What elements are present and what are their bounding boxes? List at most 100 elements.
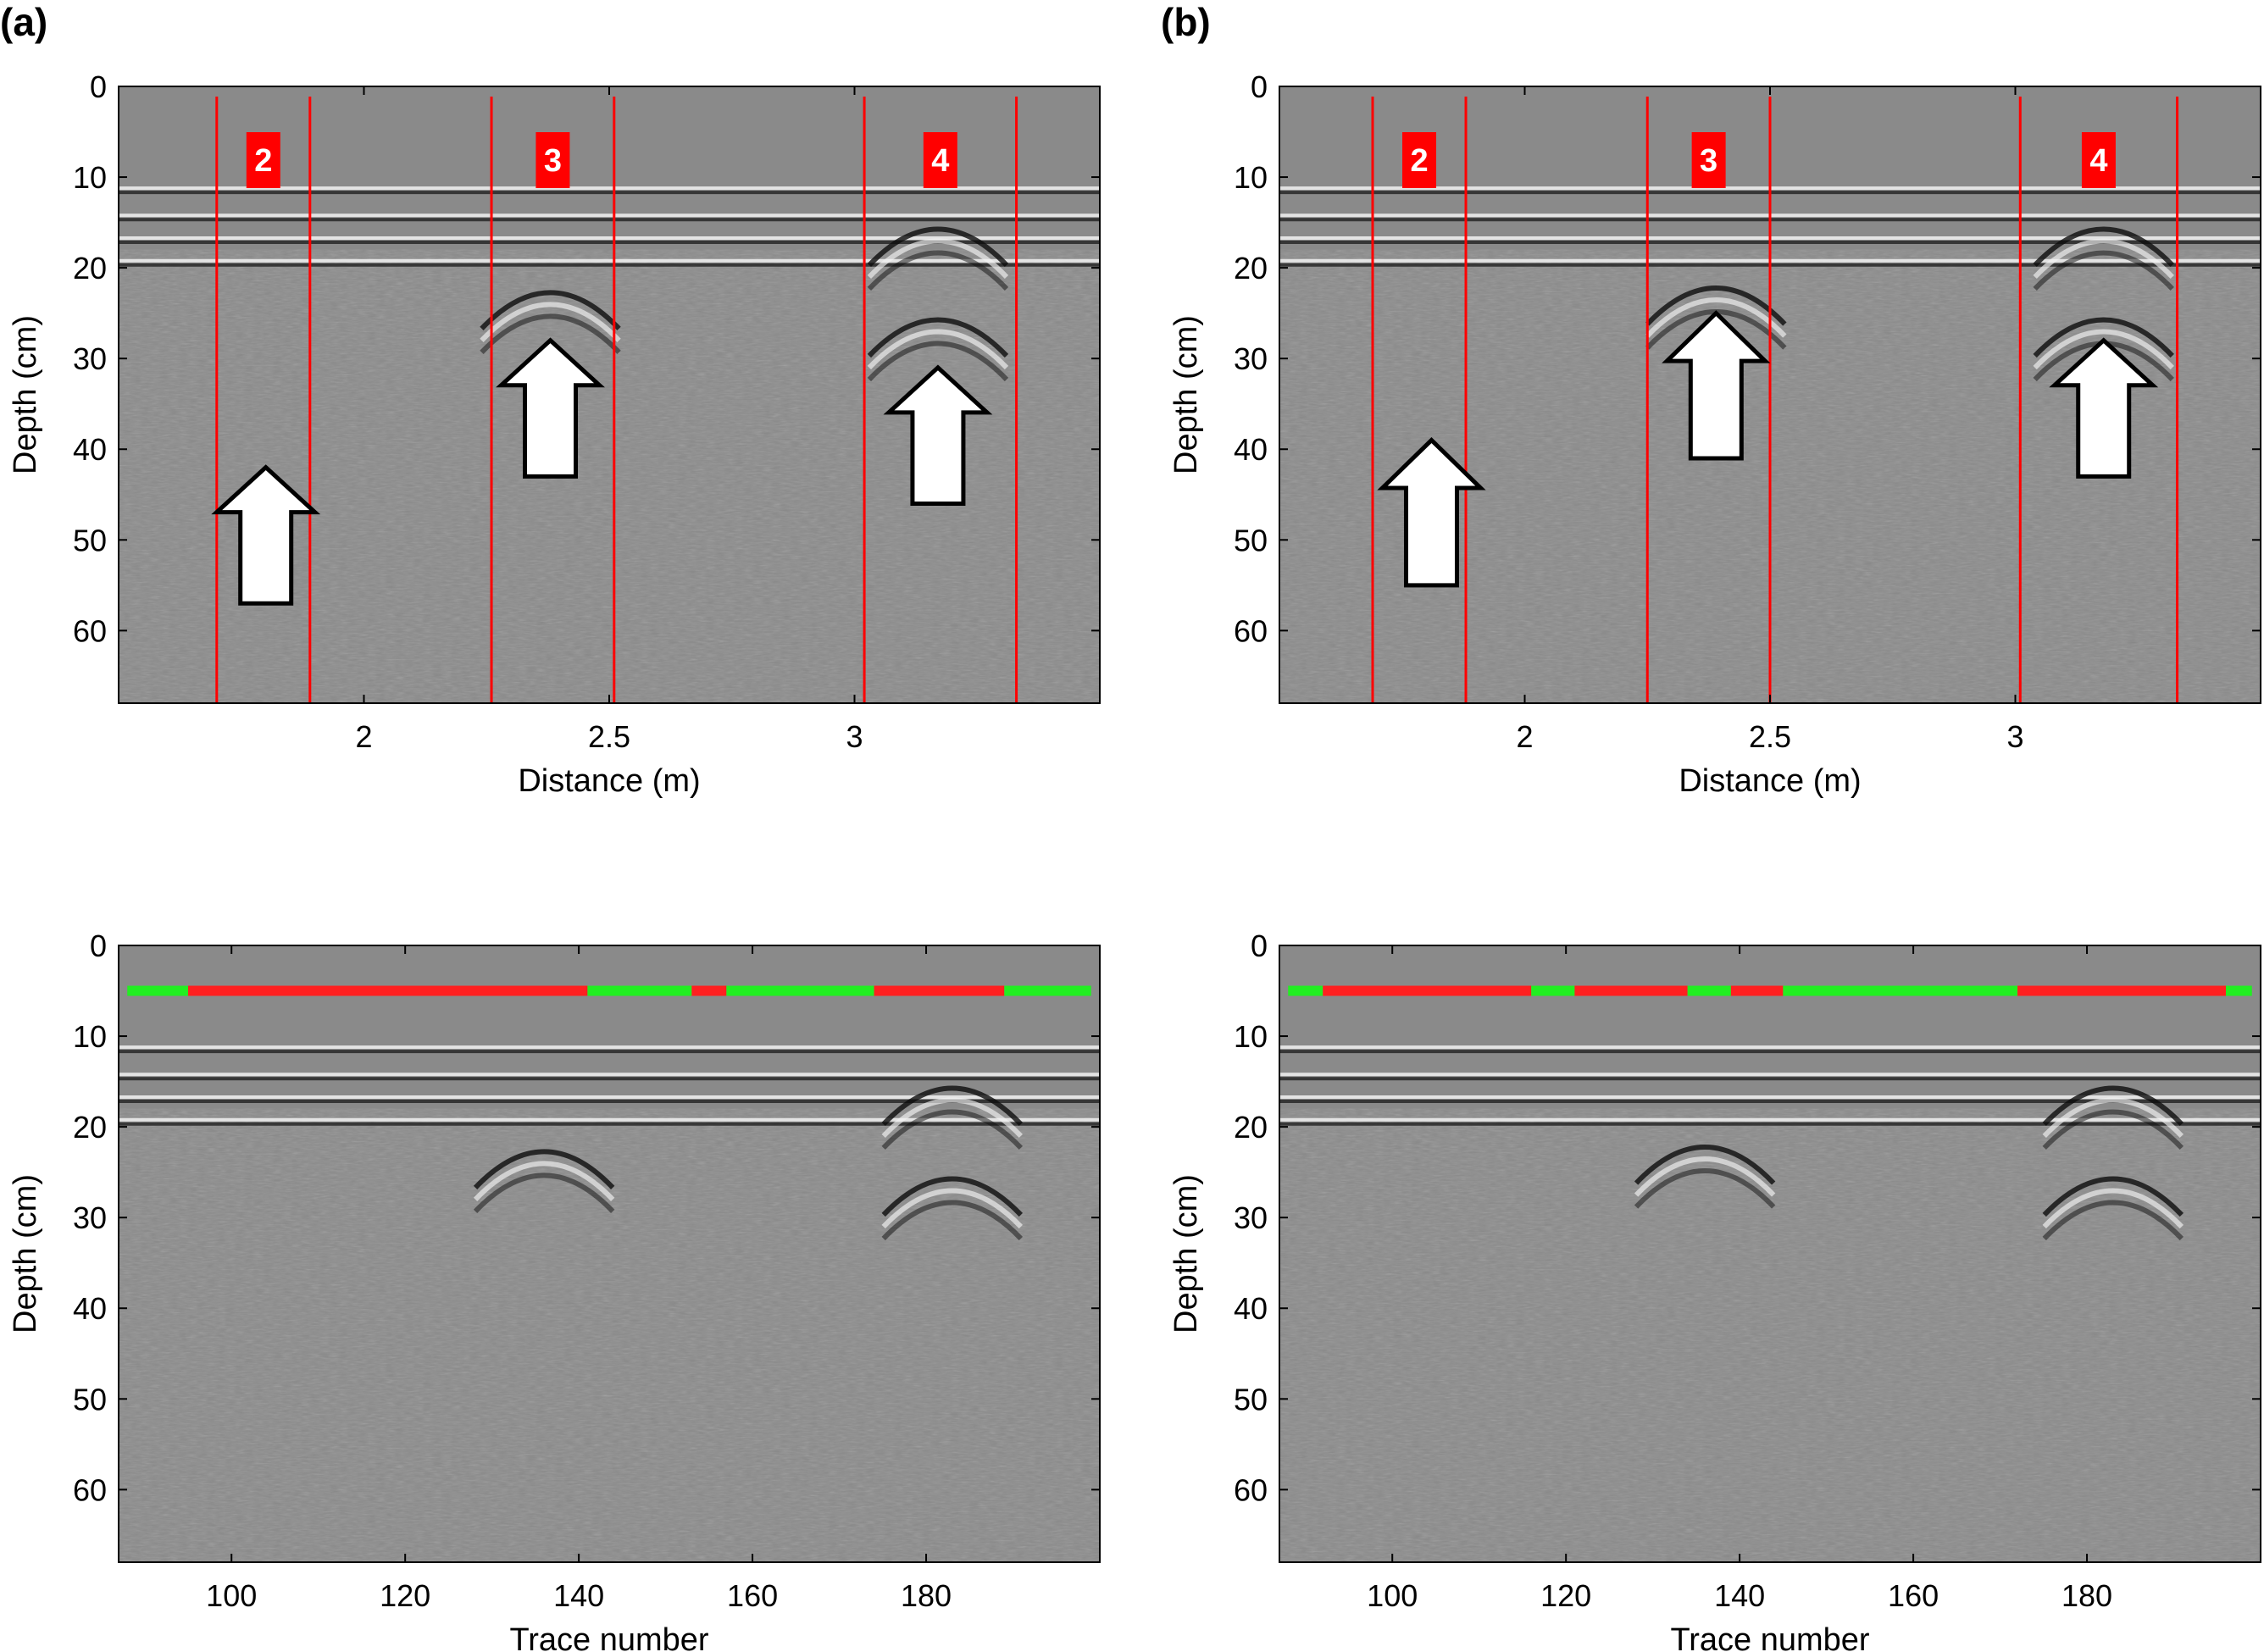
zone-label-box xyxy=(1402,132,1437,188)
y-tick-label: 50 xyxy=(73,1382,107,1416)
y-tick-label: 60 xyxy=(73,613,107,648)
hyperbola-reflector xyxy=(2042,1085,2184,1127)
x-tick-label: 180 xyxy=(901,1578,952,1613)
hyperbola-reflector xyxy=(2033,238,2174,280)
y-tick-label: 40 xyxy=(1234,1291,1268,1326)
marker-segment-green xyxy=(1288,985,1323,996)
x-tick-label: 100 xyxy=(206,1578,257,1613)
y-tick-label: 0 xyxy=(90,69,107,104)
marker-segment-green xyxy=(1004,985,1091,996)
hyperbola-reflector xyxy=(473,1149,615,1189)
y-axis-label: Depth (cm) xyxy=(8,1174,43,1333)
marker-segment-green xyxy=(1783,985,2018,996)
y-tick-label: 0 xyxy=(90,929,107,963)
plot-frame xyxy=(1279,945,2261,1563)
flat-reflector-light xyxy=(119,1045,1100,1050)
marker-segment-red xyxy=(1730,985,1784,996)
marker-segment-red xyxy=(874,985,1005,996)
y-tick-label: 40 xyxy=(73,432,107,467)
flat-reflector-dark xyxy=(119,1077,1100,1081)
marker-segment-red xyxy=(1574,985,1688,996)
chart-a-bottom: 0 10 20 30 40 50 60 100 120 140 160 180 Trace number… xyxy=(8,929,1101,1652)
zone-label-box xyxy=(246,132,280,188)
y-tick-label: 60 xyxy=(1234,613,1268,648)
hyperbola-reflector xyxy=(2033,329,2174,370)
panel-label-b: (b) xyxy=(1161,0,1211,44)
y-tick-label: 10 xyxy=(73,1019,107,1054)
target-arrow-icon xyxy=(1662,310,1771,461)
zone-label: 3 xyxy=(1700,143,1717,179)
hyperbola-reflector xyxy=(480,313,621,354)
flat-reflector-dark xyxy=(119,218,1100,222)
hyperbola-reflector xyxy=(881,1188,1024,1229)
marker-segment-red xyxy=(2017,985,2227,996)
y-tick-label: 20 xyxy=(73,1110,107,1145)
zone-label-box xyxy=(1691,132,1726,188)
marker-segment-green xyxy=(587,985,692,996)
hyperbola-reflector xyxy=(2033,317,2174,358)
hyperbola-reflector xyxy=(473,1161,615,1201)
y-tick-label: 0 xyxy=(1251,69,1268,104)
y-tick-label: 20 xyxy=(1234,1110,1268,1145)
x-tick-label: 2.5 xyxy=(1749,719,1791,754)
zone-label: 4 xyxy=(931,143,949,179)
y-tick-label: 40 xyxy=(1234,432,1268,467)
radargram-image xyxy=(1279,945,2261,1562)
zone-label-box xyxy=(923,132,957,188)
zone-3: 3 xyxy=(1645,97,1772,703)
x-tick-label: 140 xyxy=(1714,1578,1765,1613)
y-tick-label: 10 xyxy=(1234,1019,1268,1054)
flat-reflector-dark xyxy=(1279,1100,2261,1103)
flat-reflector-light xyxy=(1279,1045,2261,1050)
marker-segment-red xyxy=(1323,985,1532,996)
flat-reflector-dark xyxy=(119,263,1100,267)
hyperbola-reflector xyxy=(867,317,1009,358)
flat-reflector-dark xyxy=(119,191,1100,195)
y-tick-label: 60 xyxy=(1234,1472,1268,1507)
y-tick-label: 20 xyxy=(73,251,107,285)
zone-label: 2 xyxy=(1410,143,1428,179)
hyperbola-reflector xyxy=(881,1176,1024,1217)
y-axis-label: Depth (cm) xyxy=(1168,1174,1204,1333)
x-tick-label: 3 xyxy=(846,719,863,754)
flat-reflector-dark xyxy=(119,241,1100,244)
hyperbola-reflector xyxy=(1634,1168,1776,1209)
flat-reflector-light xyxy=(119,1095,1100,1099)
zone-3: 3 xyxy=(490,97,616,703)
marker-segment-green xyxy=(1687,985,1731,996)
zone-label: 2 xyxy=(254,143,272,179)
hyperbola-reflector xyxy=(480,290,621,330)
hyperbola-reflector xyxy=(2042,1109,2184,1150)
zone-4: 4 xyxy=(2018,97,2179,703)
x-tick-label: 160 xyxy=(1888,1578,1939,1613)
hyperbola-reflector xyxy=(867,238,1009,280)
marker-segment-green xyxy=(2226,985,2252,996)
zone-label: 4 xyxy=(2089,143,2107,179)
flat-reflector-dark xyxy=(1279,1122,2261,1126)
x-tick-label: 140 xyxy=(553,1578,604,1613)
radargram-image xyxy=(119,945,1100,1562)
hyperbola-reflector xyxy=(473,1172,615,1213)
zone-label: 3 xyxy=(544,143,562,179)
target-arrow-icon xyxy=(496,337,605,479)
hyperbola-reflector xyxy=(867,250,1009,291)
target-arrow-icon xyxy=(883,364,993,506)
hyperbola-reflector xyxy=(867,329,1009,370)
x-tick-label: 120 xyxy=(1540,1578,1591,1613)
y-tick-label: 50 xyxy=(1234,523,1268,557)
hyperbola-reflector xyxy=(867,341,1009,382)
flat-reflector-dark xyxy=(119,1050,1100,1054)
panel-label-a: (a) xyxy=(0,0,47,44)
y-tick-label: 40 xyxy=(73,1291,107,1326)
y-tick-label: 30 xyxy=(1234,1200,1268,1235)
x-tick-label: 2 xyxy=(1516,719,1533,754)
hyperbola-reflector xyxy=(1634,1156,1776,1197)
marker-segment-red xyxy=(691,985,727,996)
flat-reflector-light xyxy=(119,1073,1100,1077)
chart-b-bottom: 0 10 20 30 40 50 60 100 120 140 160 180 Trace number… xyxy=(1168,929,2261,1652)
marker-segment-red xyxy=(187,985,588,996)
x-tick-label: 100 xyxy=(1367,1578,1418,1613)
hyperbola-reflector xyxy=(881,1097,1024,1139)
